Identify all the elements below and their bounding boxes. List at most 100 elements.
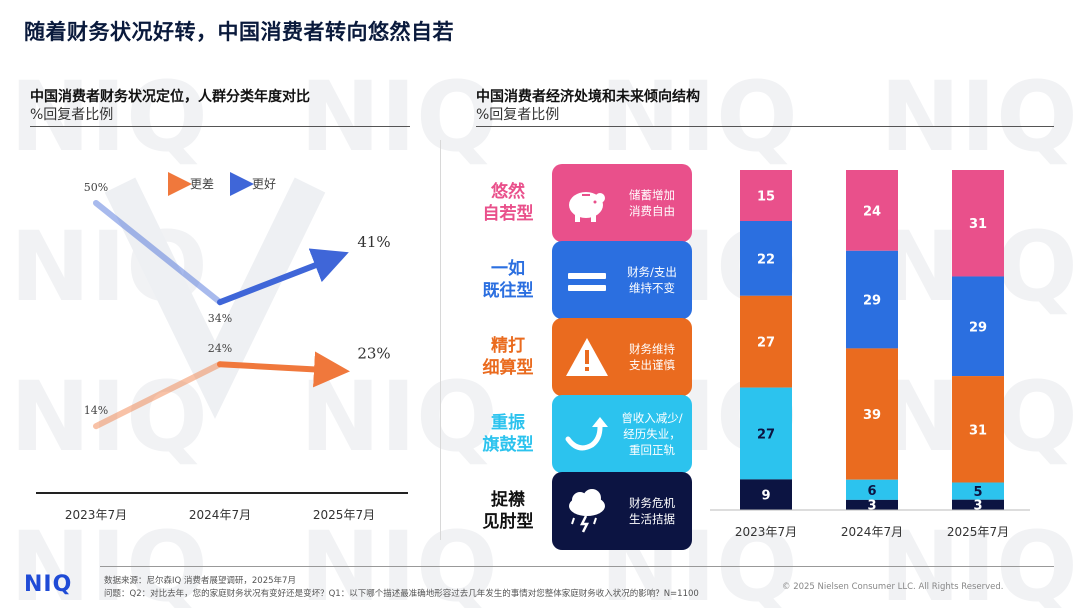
bar-segment	[740, 295, 792, 388]
bar-value-label: 9	[761, 489, 770, 504]
legend-label: 更好	[252, 177, 276, 191]
type-name-line2: 见肘型	[482, 512, 534, 532]
type-name-line2: 既往型	[482, 281, 534, 301]
bar-value-label: 29	[863, 294, 881, 309]
warning-icon	[566, 338, 608, 376]
type-name: 捉襟 见肘型	[468, 472, 548, 550]
bar-value-label: 22	[757, 252, 775, 267]
type-description-line1: 曾收入减少/	[621, 411, 683, 425]
line-segment-better-1	[217, 248, 349, 306]
bar-segment	[952, 376, 1004, 483]
svg-text:NIQ: NIQ	[300, 61, 498, 173]
type-name-line2: 旗鼓型	[482, 435, 534, 455]
bar-segment	[846, 499, 898, 510]
line-chart: 更差 更好 14% 24% 23% 50% 34% 41% 2023年7月 2024年7月 20…	[36, 172, 408, 522]
right-panel-rule	[476, 126, 1054, 127]
bar-segment	[952, 499, 1004, 510]
type-name: 一如 既往型	[468, 241, 548, 319]
footer-question: 问题：Q2：对比去年，您的家庭财务状况有变好还是变坏？Q1：以下哪个描述最准确地…	[104, 589, 699, 599]
footer-source: 数据来源：尼尔森IQ 消费者展望调研，2025年7月	[104, 576, 296, 586]
type-description-line1: 财务/支出	[627, 265, 677, 279]
svg-text:NIQ: NIQ	[600, 61, 798, 173]
bar-value-label: 3	[973, 499, 982, 514]
bar-segment	[740, 387, 792, 480]
piggy-bank-icon	[569, 192, 605, 222]
left-panel-rule	[30, 126, 410, 127]
bar-value-label: 27	[757, 336, 775, 351]
type-description: 财务维持 支出谨慎	[618, 318, 686, 396]
type-name-line2: 细算型	[482, 358, 534, 378]
bar-segment	[740, 170, 792, 221]
bar-value-label: 15	[757, 190, 775, 205]
type-box: 财务危机 生活拮据	[552, 472, 692, 550]
x-tick-label: 2024年7月	[189, 508, 251, 522]
bar-value-label: 24	[863, 204, 881, 219]
type-description: 储蓄增加 消费自由	[618, 164, 686, 242]
left-panel-subtitle: %回复者比例	[30, 107, 114, 123]
type-name-line1: 重振	[491, 413, 525, 433]
line-data-label: 24%	[208, 342, 232, 355]
storm-cloud-icon	[569, 489, 605, 533]
bar-segment	[740, 221, 792, 296]
bar-value-label: 31	[969, 423, 987, 438]
type-description-line1: 储蓄增加	[629, 188, 675, 202]
line-segment-worse-0	[93, 361, 223, 430]
bar-value-label: 5	[973, 485, 982, 500]
bar-segment	[952, 170, 1004, 277]
niq-logo: NIQ	[24, 572, 73, 597]
bar-segment	[740, 479, 792, 510]
bar-value-label: 31	[969, 217, 987, 232]
type-description: 财务/支出维持不变	[618, 241, 686, 319]
recovery-arrow-icon	[565, 417, 608, 451]
type-description-line2: 维持不变	[629, 281, 675, 295]
type-name: 悠然 自若型	[468, 164, 548, 242]
equals-icon	[568, 273, 606, 291]
svg-text:NIQ: NIQ	[880, 61, 1078, 173]
type-description-line2: 消费自由	[629, 204, 675, 218]
footer-rule	[100, 566, 1054, 567]
line-data-label: 14%	[84, 404, 108, 417]
type-box: 储蓄增加 消费自由	[552, 164, 692, 242]
bar-x-tick-label: 2023年7月	[735, 525, 797, 539]
page-title: 随着财务状况好转，中国消费者转向悠然自若	[24, 20, 454, 44]
type-description-line1: 财务维持	[629, 342, 675, 356]
line-data-label: 41%	[357, 233, 390, 251]
x-tick-label: 2023年7月	[65, 508, 127, 522]
type-name: 精打 细算型	[468, 318, 548, 396]
bar-segment	[846, 348, 898, 480]
type-description-line3: 重回正轨	[629, 443, 675, 457]
x-tick-label: 2025年7月	[313, 508, 375, 522]
type-name-line1: 精打	[491, 336, 525, 356]
bar-value-label: 3	[867, 499, 876, 514]
line-segment-better-0	[93, 200, 223, 306]
type-name-line2: 自若型	[482, 204, 534, 224]
line-data-label: 23%	[357, 344, 390, 362]
line-data-label: 34%	[208, 312, 232, 325]
type-box: 财务/支出维持不变	[552, 241, 692, 319]
type-name-line1: 一如	[491, 259, 525, 279]
bar-segment	[846, 250, 898, 349]
type-name-line1: 悠然	[491, 182, 525, 202]
type-box: 财务维持 支出谨慎	[552, 318, 692, 396]
bar-value-label: 27	[757, 428, 775, 443]
type-name: 重振 旗鼓型	[468, 395, 548, 473]
left-panel-title: 中国消费者财务状况定位，人群分类年度对比	[30, 89, 310, 105]
line-segment-worse-1	[217, 351, 350, 388]
type-description-line1: 财务危机	[629, 496, 675, 510]
type-box: 曾收入减少/经历失业， 重回正轨	[552, 395, 692, 473]
line-data-label: 50%	[84, 181, 108, 194]
bar-value-label: 39	[863, 408, 881, 423]
bar-value-label: 29	[969, 320, 987, 335]
type-name-line1: 捉襟	[491, 490, 525, 510]
right-panel-title: 中国消费者经济处境和未来倾向结构	[476, 89, 700, 105]
bar-value-label: 6	[867, 484, 876, 499]
bar-segment	[846, 479, 898, 500]
bar-segment	[952, 482, 1004, 500]
panel-divider	[440, 140, 441, 540]
right-panel-subtitle: %回复者比例	[476, 107, 560, 123]
bar-segment	[846, 170, 898, 251]
type-description: 曾收入减少/经历失业， 重回正轨	[618, 395, 686, 473]
type-description: 财务危机 生活拮据	[618, 472, 686, 550]
type-description-line2: 支出谨慎	[629, 358, 675, 372]
bar-x-tick-label: 2024年7月	[841, 525, 903, 539]
